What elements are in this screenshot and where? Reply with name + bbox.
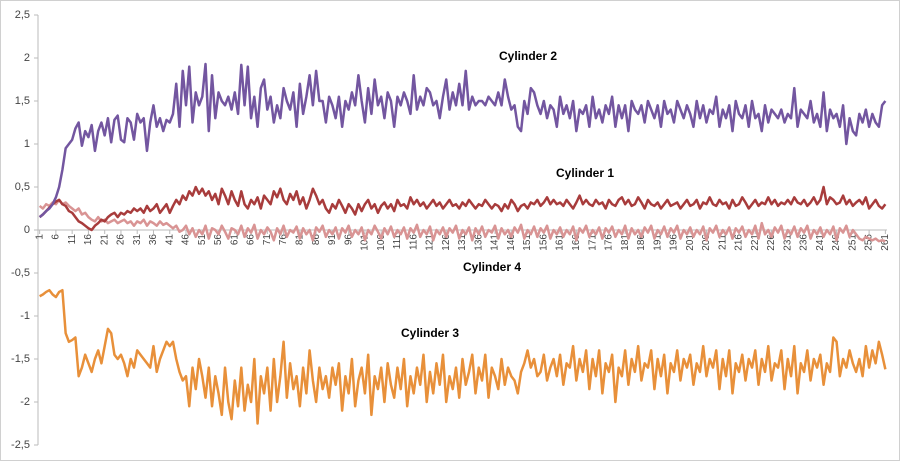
series-line <box>39 288 887 425</box>
x-tick-label: 46 <box>181 234 192 246</box>
series-label: Cylinder 1 <box>556 166 614 180</box>
y-tick-label: 1,5 <box>15 95 30 107</box>
y-tick-label: -0,5 <box>11 267 30 279</box>
x-tick-label: 201 <box>685 234 696 251</box>
x-tick-label: 21 <box>99 234 110 246</box>
x-tick-label: 61 <box>229 234 240 246</box>
x-tick-label: 191 <box>652 234 663 251</box>
x-tick-label: 41 <box>164 234 175 246</box>
x-tick-label: 166 <box>571 234 582 251</box>
x-tick-label: 111 <box>392 234 403 250</box>
x-tick-label: 16 <box>83 234 94 246</box>
x-tick-label: 261 <box>880 234 891 251</box>
x-tick-label: 56 <box>213 234 224 246</box>
x-tick-label: 151 <box>522 234 533 251</box>
y-tick-label: 1 <box>24 138 30 150</box>
x-tick-label: 196 <box>669 234 680 251</box>
y-tick-label: -2,5 <box>11 439 30 451</box>
x-tick-label: 66 <box>246 234 257 246</box>
x-tick-label: 226 <box>766 234 777 251</box>
x-tick-label: 176 <box>604 234 615 251</box>
x-tick-label: 11 <box>67 234 78 245</box>
x-tick-label: 256 <box>864 234 875 251</box>
x-tick-label: 101 <box>360 234 371 251</box>
x-tick-label: 51 <box>197 234 208 246</box>
series-line <box>38 198 886 243</box>
y-tick-label: -2 <box>20 396 30 408</box>
x-tick-label: 116 <box>408 234 419 250</box>
x-tick-label: 246 <box>831 234 842 251</box>
x-tick-label: 136 <box>473 234 484 251</box>
x-tick-label: 106 <box>376 234 387 251</box>
y-tick-label: 0 <box>24 224 30 236</box>
x-tick-label: 231 <box>782 234 793 251</box>
x-tick-label: 31 <box>132 234 143 246</box>
series-label: Cylinder 2 <box>499 49 557 63</box>
x-tick-label: 86 <box>311 234 322 246</box>
series-line <box>38 185 887 232</box>
x-tick-label: 121 <box>425 234 436 251</box>
x-tick-label: 181 <box>620 234 631 251</box>
series-label: Cylinder 4 <box>463 260 521 274</box>
series-label: Cylinder 3 <box>401 326 459 340</box>
x-tick-label: 206 <box>701 234 712 251</box>
x-tick-label: 76 <box>278 234 289 246</box>
x-tick-label: 131 <box>457 234 468 251</box>
x-tick-label: 71 <box>262 234 273 246</box>
x-tick-label: 36 <box>148 234 159 246</box>
y-tick-label: -1,5 <box>11 353 30 365</box>
y-tick-label: 0,5 <box>15 181 30 193</box>
x-tick-label: 236 <box>799 234 810 251</box>
x-tick-label: 171 <box>587 234 598 251</box>
series-line <box>38 62 887 219</box>
x-tick-label: 91 <box>327 234 338 246</box>
x-tick-label: 26 <box>116 234 127 246</box>
x-tick-label: 211 <box>717 234 728 250</box>
x-tick-label: 96 <box>343 234 354 246</box>
x-tick-label: 161 <box>555 234 566 251</box>
x-tick-label: 141 <box>490 234 501 251</box>
x-tick-label: 186 <box>636 234 647 251</box>
x-tick-label: 251 <box>847 234 858 251</box>
x-tick-label: 1 <box>34 234 45 240</box>
x-tick-label: 156 <box>538 234 549 251</box>
x-tick-label: 126 <box>441 234 452 251</box>
y-tick-label: 2,5 <box>15 9 30 21</box>
x-tick-label: 241 <box>815 234 826 251</box>
x-tick-label: 6 <box>51 234 62 240</box>
y-tick-label: 2 <box>24 52 30 64</box>
y-tick-label: -1 <box>20 310 30 322</box>
x-tick-label: 216 <box>734 234 745 251</box>
x-tick-label: 146 <box>506 234 517 251</box>
x-tick-label: 221 <box>750 234 761 251</box>
